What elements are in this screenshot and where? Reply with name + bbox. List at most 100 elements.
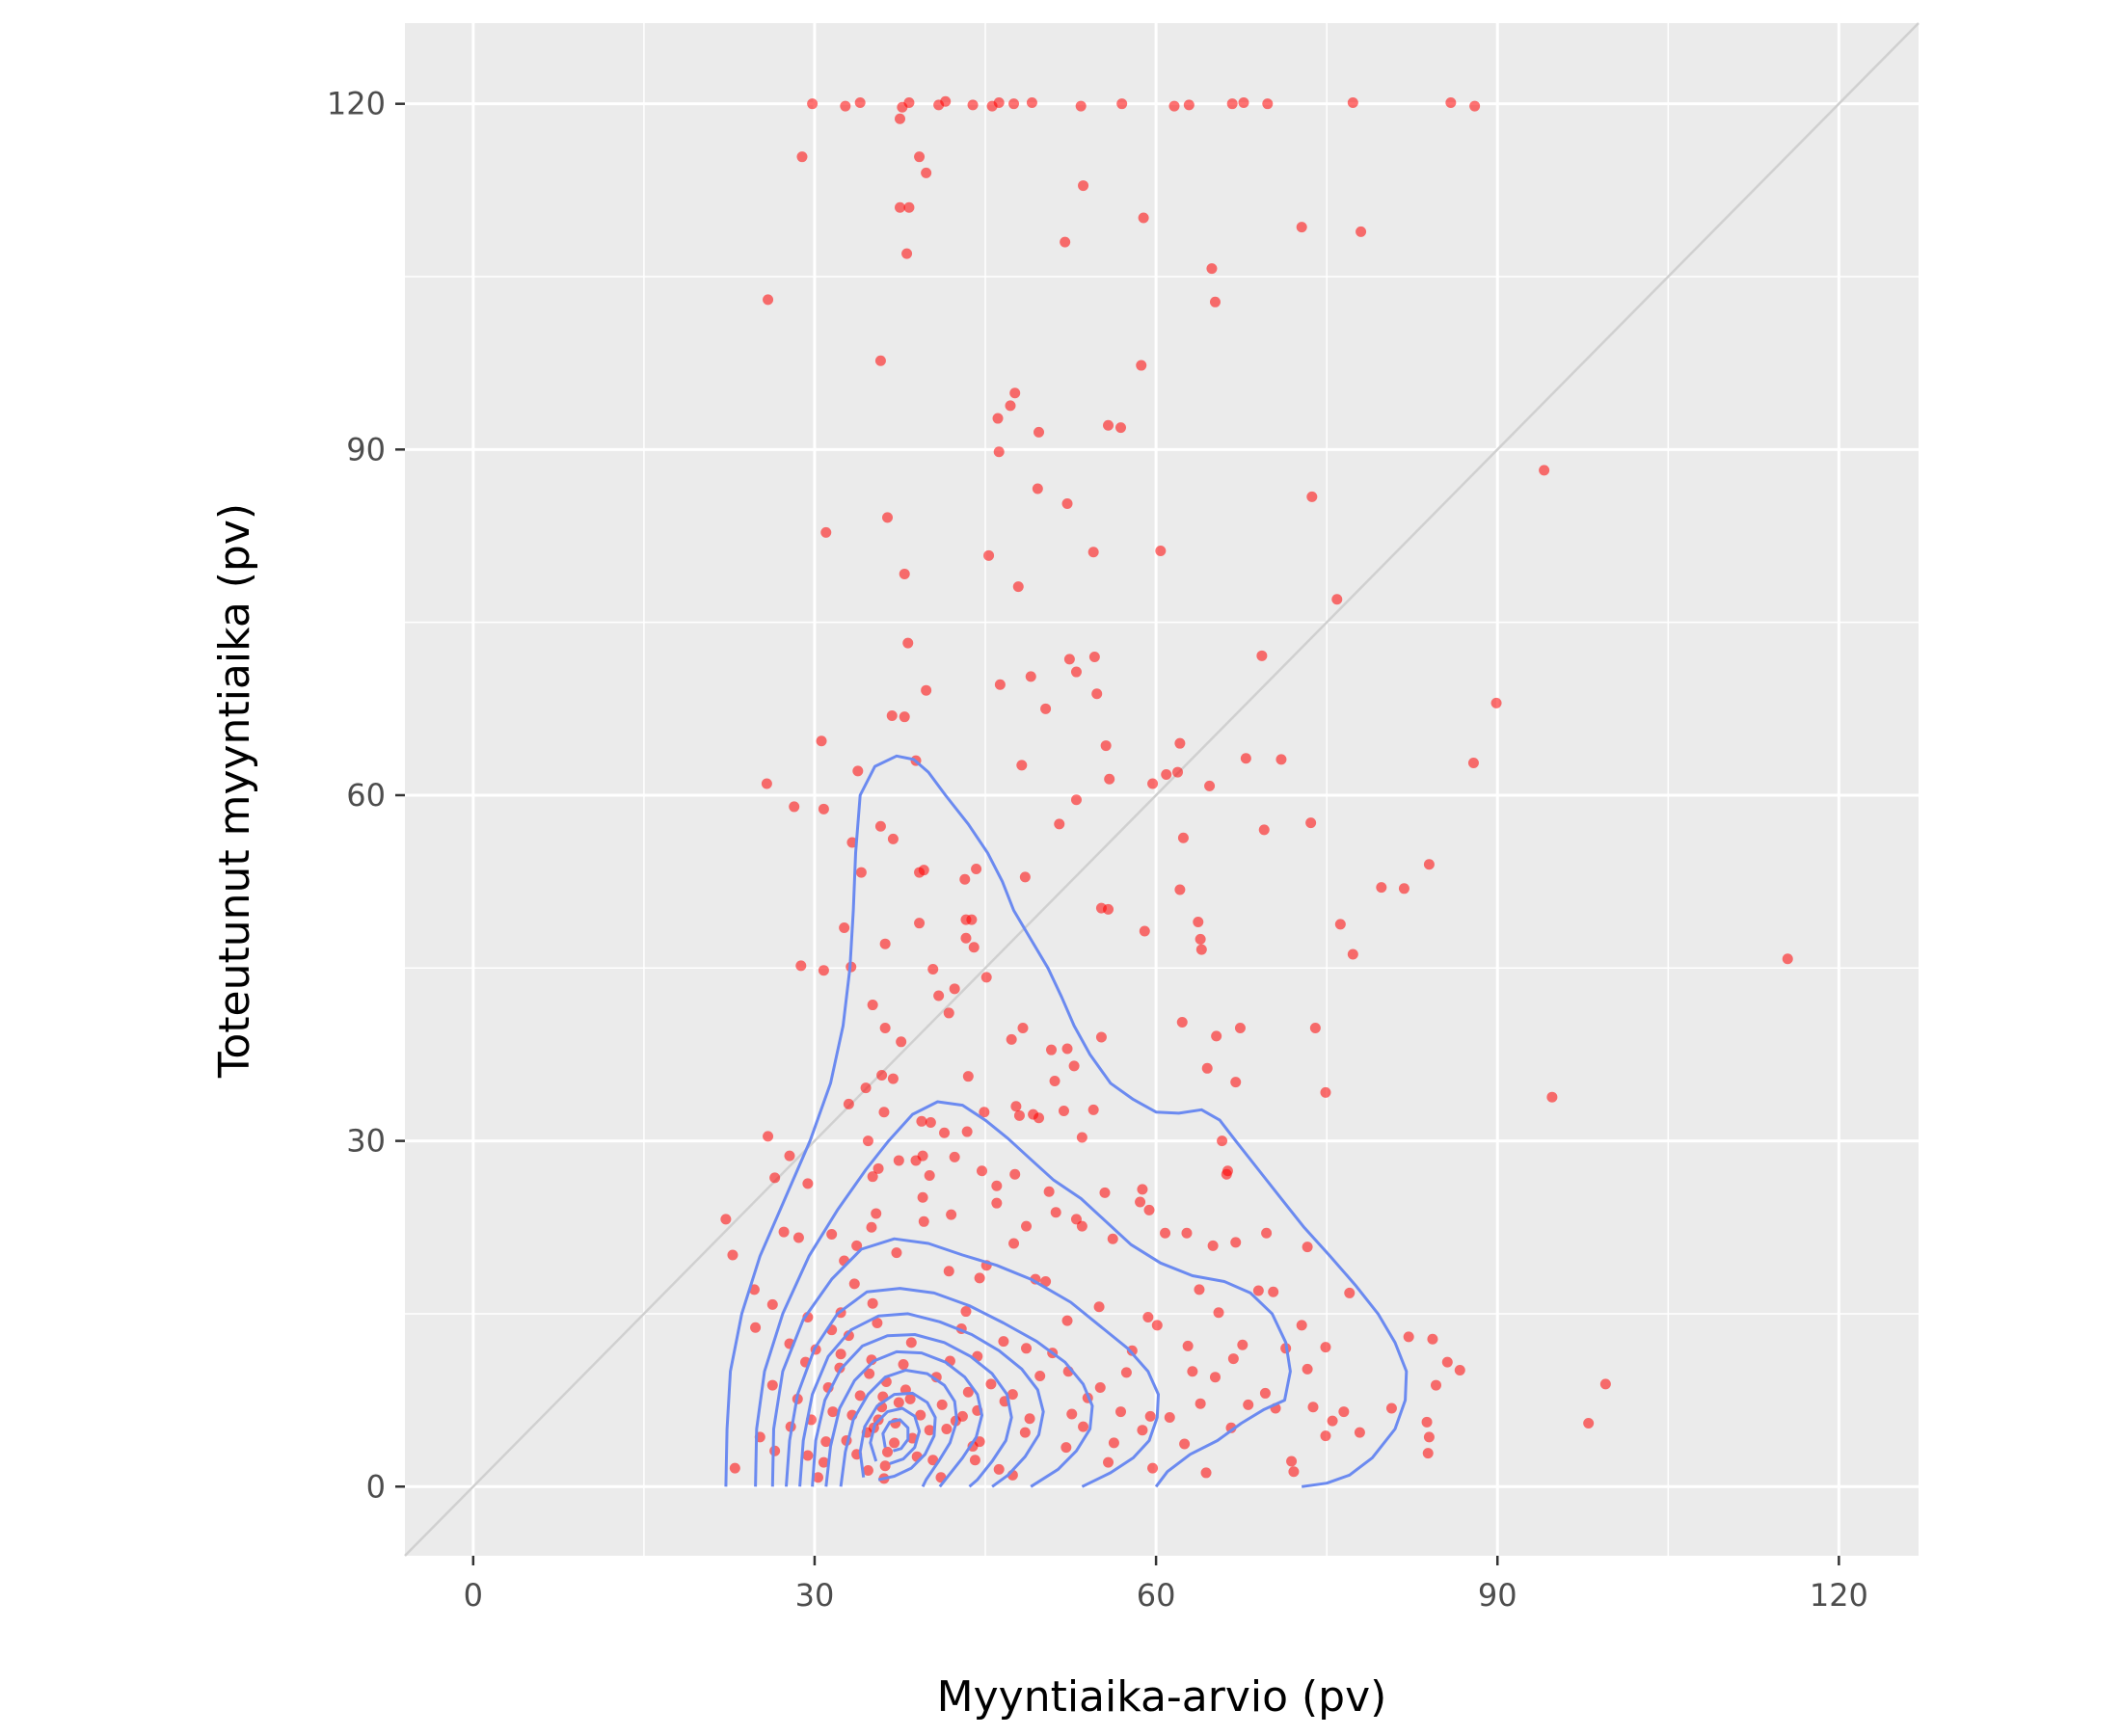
- data-point: [1376, 882, 1387, 894]
- x-tick-label: 0: [464, 1577, 483, 1614]
- data-point: [813, 1472, 824, 1483]
- data-point: [769, 1172, 781, 1184]
- data-point: [1019, 1427, 1031, 1438]
- data-point: [1268, 1286, 1279, 1297]
- data-point: [1441, 1356, 1453, 1368]
- data-point: [974, 1436, 985, 1448]
- data-point: [976, 1165, 987, 1177]
- data-point: [1200, 1467, 1212, 1479]
- data-point: [1060, 236, 1071, 248]
- data-point: [894, 201, 905, 213]
- data-point: [898, 1359, 909, 1371]
- data-point: [1230, 1077, 1242, 1088]
- data-point: [1034, 426, 1045, 438]
- data-point: [1423, 1431, 1435, 1443]
- data-point: [993, 96, 1005, 108]
- data-point: [1469, 100, 1481, 112]
- data-point: [993, 446, 1005, 458]
- data-point: [949, 1151, 960, 1162]
- data-point: [1087, 547, 1099, 558]
- data-point: [882, 1446, 894, 1457]
- data-point: [1445, 96, 1457, 108]
- data-point: [1019, 871, 1031, 883]
- data-point: [879, 938, 891, 949]
- density-contour: [824, 1349, 983, 1488]
- density-contour: [881, 1418, 910, 1453]
- data-point: [1782, 953, 1793, 965]
- data-point: [891, 1247, 902, 1259]
- data-point: [946, 1209, 957, 1220]
- y-tick-label: 30: [346, 1123, 386, 1160]
- data-point: [1095, 1031, 1107, 1043]
- data-point: [903, 201, 915, 213]
- data-point: [1078, 180, 1089, 192]
- data-point: [1344, 1287, 1356, 1298]
- data-point: [1209, 1372, 1221, 1383]
- data-point: [750, 1322, 762, 1333]
- data-point: [983, 549, 995, 561]
- data-point: [980, 972, 992, 983]
- density-contour: [839, 1369, 958, 1487]
- data-point: [1066, 1408, 1078, 1420]
- data-point: [720, 1214, 732, 1225]
- data-point: [1230, 1237, 1242, 1248]
- data-point: [918, 865, 929, 876]
- data-point: [1296, 222, 1307, 233]
- y-axis-title: Toteutunut myyntiaika (pv): [210, 503, 259, 1079]
- data-point: [914, 151, 926, 163]
- data-point: [1168, 100, 1180, 112]
- data-point: [1305, 817, 1317, 829]
- data-point: [1142, 1312, 1154, 1323]
- data-point: [974, 1272, 985, 1284]
- data-point: [1583, 1418, 1595, 1429]
- data-point: [1161, 768, 1172, 780]
- data-point: [879, 1022, 891, 1033]
- data-point: [1070, 794, 1082, 806]
- data-point: [921, 684, 932, 696]
- data-point: [1183, 99, 1195, 111]
- data-point: [933, 990, 945, 1002]
- data-point: [1454, 1365, 1465, 1376]
- data-point: [959, 873, 971, 885]
- x-axis-title: Myyntiaika-arvio (pv): [937, 1672, 1387, 1722]
- data-point: [820, 1436, 832, 1448]
- data-point: [1155, 546, 1167, 557]
- data-point: [1182, 1340, 1194, 1351]
- data-point: [1539, 465, 1550, 476]
- data-point: [927, 963, 939, 975]
- data-point: [1347, 948, 1358, 960]
- data-point: [1040, 1275, 1052, 1287]
- y-axis: 0 30 60 90 120: [327, 86, 405, 1505]
- data-point: [761, 778, 772, 789]
- data-point: [893, 1397, 904, 1408]
- data-point: [1320, 1430, 1331, 1442]
- data-point: [1061, 498, 1073, 510]
- data-point: [943, 1266, 954, 1277]
- data-point: [879, 1460, 891, 1472]
- data-point: [1107, 1233, 1118, 1244]
- data-point: [1206, 263, 1218, 275]
- data-point: [1211, 1030, 1222, 1042]
- data-point: [1034, 1112, 1045, 1124]
- data-point: [1217, 1135, 1228, 1147]
- data-point: [1120, 1367, 1132, 1378]
- data-point: [1135, 1196, 1146, 1208]
- data-point: [924, 1169, 935, 1181]
- data-point: [1147, 778, 1159, 789]
- data-point: [899, 568, 910, 579]
- data-point: [1093, 1301, 1105, 1313]
- data-point: [862, 1135, 873, 1147]
- data-point: [949, 983, 960, 995]
- data-point: [901, 248, 913, 259]
- data-point: [1296, 1320, 1307, 1331]
- data-point: [1398, 883, 1410, 895]
- data-point: [778, 1226, 790, 1238]
- data-point: [1008, 1238, 1020, 1249]
- data-point: [835, 1349, 846, 1360]
- data-point: [1179, 1438, 1191, 1450]
- data-point: [1058, 1106, 1069, 1117]
- density-contours: [724, 754, 1409, 1488]
- data-point: [896, 1036, 907, 1048]
- data-point: [1088, 652, 1100, 663]
- data-point: [802, 1178, 814, 1189]
